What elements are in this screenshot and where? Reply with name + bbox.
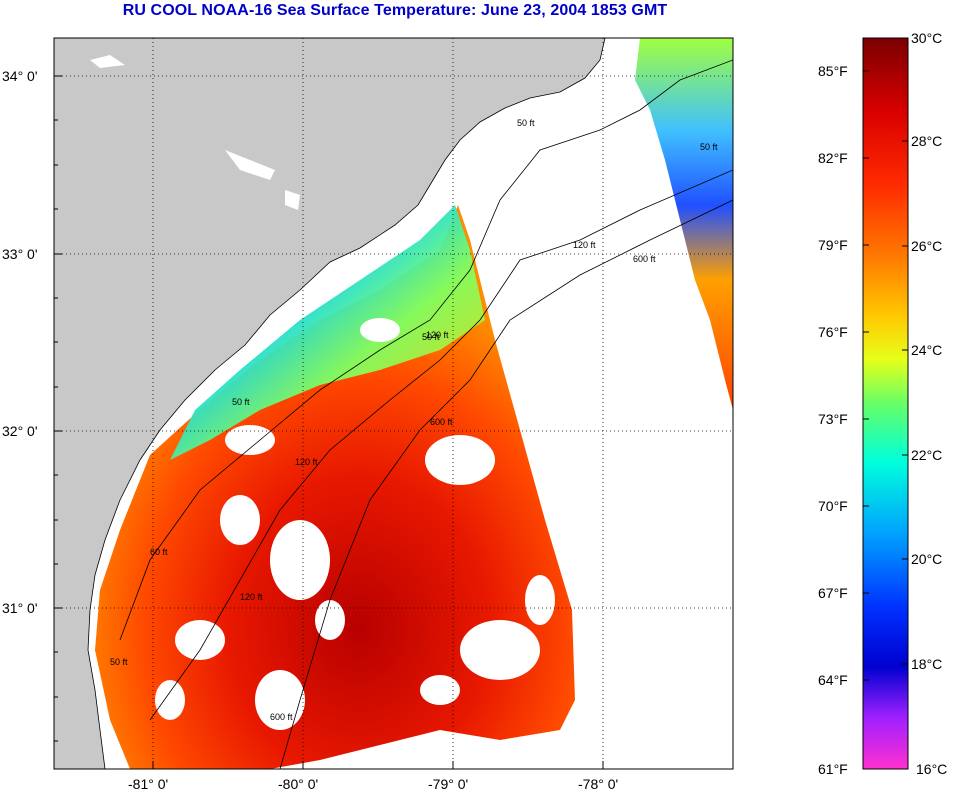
sst-coastal-band [170,205,485,460]
axis-ticks [54,75,604,769]
color-legend: 85°F 82°F 79°F 76°F 73°F 70°F 67°F 64°F … [818,30,947,777]
lat-label: 33° 0' [2,246,38,262]
map-title: RU COOL NOAA-16 Sea Surface Temperature:… [122,2,668,19]
colorbar-c-label: 18°C [911,656,942,672]
colorbar [862,37,909,770]
colorbar-f-label: 64°F [818,672,848,688]
contour-label: 120 ft [426,330,449,340]
cloud-gaps [155,318,555,730]
fahrenheit-labels: 85°F 82°F 79°F 76°F 73°F 70°F 67°F 64°F … [818,63,848,777]
land-area [54,38,605,769]
lat-label: 32° 0' [2,423,38,439]
contour-label: 120 ft [295,457,318,467]
lon-label: -79° 0' [428,776,468,792]
colorbar-f-label: 76°F [818,324,848,340]
contour-label: 600 ft [633,254,656,264]
colorbar-c-label: 26°C [911,238,942,254]
map-border [53,37,734,770]
longitude-labels: -81° 0' -80° 0' -79° 0' -78° 0' [128,776,618,792]
lat-label: 34° 0' [2,68,38,84]
colorbar-c-label: 30°C [911,30,942,46]
contour-label: 50 ft [517,118,535,128]
colorbar-c-label: 16°C [916,761,947,777]
lat-label: 31° 0' [2,600,38,616]
depth-contours [119,59,733,769]
colorbar-f-label: 61°F [818,761,848,777]
latitude-labels: 34° 0' 33° 0' 32° 0' 31° 0' [2,68,38,616]
contour-label: 600 ft [430,417,453,427]
colorbar-f-label: 67°F [818,585,848,601]
contour-label: 50 ft [232,397,250,407]
colorbar-f-label: 79°F [818,237,848,253]
contour-label: 120 ft [573,240,596,250]
contour-label: 600 ft [270,712,293,722]
coastline [87,38,606,769]
contour-label-group: 50 ft 120 ft 600 ft 50 ft 120 ft 600 ft … [110,118,718,722]
colorbar-f-label: 85°F [818,63,848,79]
colorbar-c-label: 28°C [911,133,942,149]
contour-label: 120 ft [240,592,263,602]
lon-label: -78° 0' [578,776,618,792]
colorbar-f-label: 73°F [818,411,848,427]
colorbar-c-label: 20°C [911,551,942,567]
lon-label: -80° 0' [278,776,318,792]
colorbar-c-label: 22°C [911,447,942,463]
contour-label: 50 ft [422,332,440,342]
lon-label: -81° 0' [128,776,168,792]
contour-label: 50 ft [700,142,718,152]
inland-water [90,55,300,210]
colorbar-f-label: 70°F [818,498,848,514]
colorbar-c-label: 24°C [911,342,942,358]
contour-label: 60 ft [150,547,168,557]
contour-label: 50 ft [110,657,128,667]
colorbar-ticks [863,70,908,681]
celsius-labels: 30°C 28°C 26°C 24°C 22°C 20°C 18°C 16°C [911,30,947,777]
colorbar-f-label: 82°F [818,150,848,166]
